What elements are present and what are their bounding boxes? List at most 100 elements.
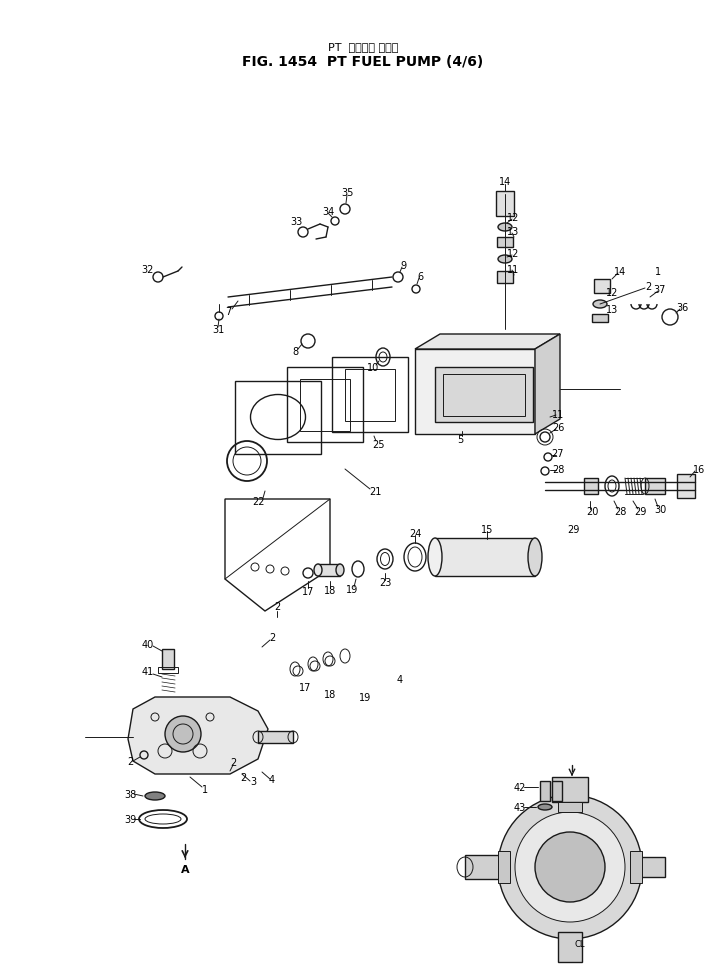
Circle shape [498,795,642,939]
Text: 20: 20 [586,507,598,516]
Bar [498,851,510,883]
Text: 17: 17 [302,587,314,597]
Text: 9: 9 [400,261,406,271]
Bar [558,932,582,962]
Text: 32: 32 [141,265,153,275]
Text: 28: 28 [614,507,626,516]
Bar [332,358,408,432]
Bar [594,280,610,293]
Text: 40: 40 [142,640,154,649]
Text: 12: 12 [606,288,618,297]
Text: 14: 14 [499,177,511,187]
Text: 14: 14 [614,267,626,277]
Text: 11: 11 [507,265,519,275]
Bar [630,851,642,883]
Text: 18: 18 [324,689,336,699]
Text: 34: 34 [322,206,334,217]
Circle shape [165,716,201,752]
Bar [443,375,525,417]
Text: 4: 4 [397,674,403,685]
Bar [552,781,562,801]
Text: 24: 24 [409,528,421,539]
Bar [677,474,695,499]
Text: 43: 43 [514,802,526,812]
Bar [592,315,608,323]
Text: 4: 4 [269,775,275,784]
Text: 1: 1 [202,784,208,794]
Bar [435,368,533,422]
Text: CL: CL [575,940,585,949]
Text: 12: 12 [507,213,519,223]
Text: 31: 31 [212,325,224,334]
Text: 5: 5 [457,434,463,445]
Ellipse shape [145,792,165,800]
Text: 2: 2 [645,282,651,291]
Text: 37: 37 [654,285,666,294]
Text: 17: 17 [299,683,311,692]
Bar [497,238,513,247]
Text: 33: 33 [290,217,302,227]
Text: PT  フェエル ポンプ: PT フェエル ポンプ [328,42,398,52]
Bar [435,539,535,576]
Text: 15: 15 [481,524,493,534]
Ellipse shape [528,539,542,576]
Text: 3: 3 [250,777,256,786]
Bar [635,857,665,877]
Text: 36: 36 [676,302,688,313]
Text: 41: 41 [142,666,154,677]
Text: 6: 6 [417,272,423,282]
Ellipse shape [498,224,512,232]
Bar [258,732,293,743]
Polygon shape [415,350,535,434]
Text: 2: 2 [240,773,246,782]
Ellipse shape [538,804,552,810]
Text: 2: 2 [274,601,280,611]
Bar [645,478,665,495]
Bar [558,802,582,812]
Ellipse shape [593,300,607,309]
Bar [540,781,550,801]
Text: 1: 1 [655,267,661,277]
Text: 18: 18 [324,586,336,596]
Bar [162,649,174,669]
Text: 8: 8 [292,346,298,357]
Text: 2: 2 [230,757,236,767]
Bar [584,478,598,495]
Bar [318,564,340,576]
Bar [345,370,395,422]
Text: 21: 21 [369,486,381,497]
Text: 30: 30 [654,505,666,514]
Text: 27: 27 [552,449,564,459]
Text: 12: 12 [507,248,519,259]
Text: 19: 19 [359,692,371,702]
Text: 26: 26 [552,422,564,432]
Bar [158,667,178,673]
Polygon shape [535,334,560,434]
Text: 22: 22 [252,497,264,507]
Circle shape [535,832,605,902]
Bar [465,855,503,879]
Text: FIG. 1454  PT FUEL PUMP (4/6): FIG. 1454 PT FUEL PUMP (4/6) [242,55,483,68]
Text: A: A [181,865,189,874]
Ellipse shape [428,539,442,576]
Text: 35: 35 [341,188,353,198]
Bar [300,379,350,431]
Ellipse shape [314,564,322,576]
Text: 11: 11 [552,410,564,420]
Ellipse shape [336,564,344,576]
Bar [552,778,588,802]
Text: 28: 28 [552,465,564,474]
Text: 16: 16 [693,465,705,474]
Polygon shape [415,334,560,350]
Bar [235,381,321,455]
Text: 42: 42 [514,782,526,792]
Text: 2: 2 [269,633,275,643]
Ellipse shape [498,255,512,264]
Bar [497,272,513,284]
Circle shape [515,812,625,922]
Text: 25: 25 [371,439,385,450]
Text: 39: 39 [124,814,136,824]
Text: 38: 38 [124,789,136,799]
Text: 10: 10 [367,363,379,373]
Text: 7: 7 [225,307,231,317]
